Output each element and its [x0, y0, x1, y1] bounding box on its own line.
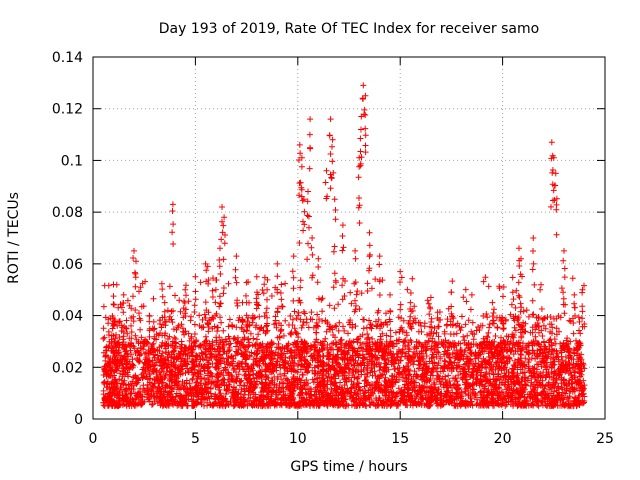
y-tick-label: 0: [74, 412, 83, 428]
x-tick-label: 25: [596, 431, 614, 447]
plot-frame: [92, 56, 606, 420]
data-points: [100, 82, 588, 410]
x-axis-label: GPS time / hours: [290, 459, 407, 475]
y-axis-label: ROTI / TECUs: [6, 192, 22, 284]
y-tick-label: 0.04: [52, 309, 83, 325]
x-tick-label: 10: [289, 431, 307, 447]
y-tick-label: 0.14: [52, 50, 83, 66]
x-tick-label: 0: [89, 431, 98, 447]
y-tick-label: 0.06: [52, 257, 83, 273]
chart-title: Day 193 of 2019, Rate Of TEC Index for r…: [159, 21, 539, 37]
y-tick-label: 0.1: [61, 153, 83, 169]
axis-ticks: [92, 56, 606, 420]
roti-series-points: [100, 82, 588, 410]
y-tick-label: 0.08: [52, 205, 83, 221]
x-tick-label: 5: [191, 431, 200, 447]
y-tick-label: 0.02: [52, 360, 83, 376]
x-tick-label: 20: [494, 431, 512, 447]
x-tick-label: 15: [391, 431, 409, 447]
tick-labels: 0 5 10 15 20 25 0 0.02 0.04 0.06 0.08 0.1 0.12 0.14: [52, 50, 614, 447]
y-tick-label: 0.12: [52, 102, 83, 118]
